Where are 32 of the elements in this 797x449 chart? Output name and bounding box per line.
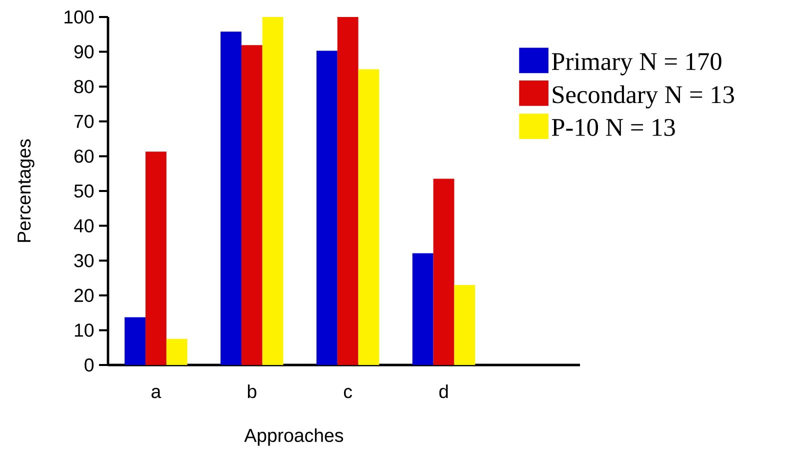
x-axis-title: Approaches <box>244 428 344 446</box>
y-tick-label: 30 <box>74 254 94 268</box>
y-tick-label: 100 <box>64 10 94 24</box>
bar <box>124 317 146 365</box>
y-tick-label: 10 <box>74 324 94 337</box>
x-tick-label: a <box>152 388 162 398</box>
y-tick-label: 20 <box>74 288 94 302</box>
y-tick-label: 60 <box>74 150 94 163</box>
bar <box>412 253 434 365</box>
y-tick-label: 90 <box>74 45 94 58</box>
x-tick-label: b <box>248 384 256 398</box>
bar <box>433 178 454 365</box>
y-tick-label: 0 <box>84 358 94 372</box>
bar <box>262 16 284 365</box>
bar <box>316 50 338 365</box>
legend-label: P-10 N = 13 <box>552 118 675 136</box>
y-tick-label: 40 <box>74 219 94 232</box>
bar <box>337 16 358 365</box>
y-tick-label: 70 <box>74 114 94 128</box>
legend-label: Secondary N = 13 <box>552 85 734 108</box>
bar <box>220 32 242 365</box>
y-tick-label: 50 <box>74 184 94 198</box>
x-tick-label: c <box>344 388 352 398</box>
y-axis-title: Percentages <box>18 139 34 242</box>
bar <box>358 69 380 365</box>
legend-label: Primary N = 170 <box>552 53 722 76</box>
bar <box>166 338 188 365</box>
y-tick-label: 80 <box>74 80 94 94</box>
bar <box>146 152 166 365</box>
bar <box>241 45 262 365</box>
x-tick-label: d <box>439 384 448 398</box>
bar <box>454 284 476 365</box>
